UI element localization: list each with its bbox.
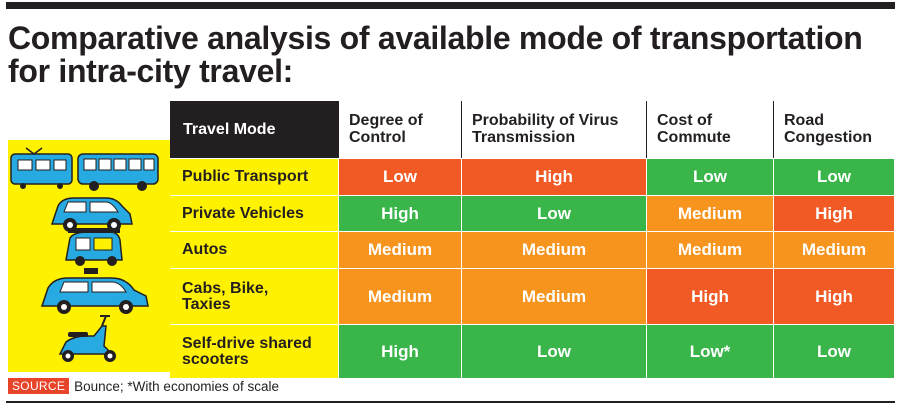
car-icon: [50, 197, 133, 232]
vehicle-illustration-panel: [8, 140, 171, 372]
table-row: Public Transport Low High Low Low: [170, 159, 894, 196]
vehicle-illustrations: [10, 147, 159, 362]
rating-cell: Medium: [461, 232, 646, 268]
travel-mode-cell: Cabs, Bike, Taxies: [170, 269, 338, 324]
mode-line: Self-drive shared: [182, 334, 312, 352]
bus-icon: [77, 153, 159, 191]
rating-cell: Medium: [773, 232, 894, 268]
travel-mode-cell: Public Transport: [170, 159, 338, 195]
header-degree-of-control: Degree of Control: [338, 101, 461, 158]
rating-cell: Low: [773, 325, 894, 378]
rating-cell: Medium: [461, 269, 646, 324]
header-line: Congestion: [784, 129, 872, 146]
table-header-row: Travel Mode Degree of Control Probabilit…: [170, 101, 894, 159]
header-line: Cost of: [657, 112, 713, 129]
header-line: Road: [784, 112, 824, 129]
header-line: Probability of Virus: [472, 112, 619, 129]
taxi-icon: [40, 268, 149, 314]
header-virus-transmission: Probability of Virus Transmission: [461, 101, 646, 158]
header-line: Transmission: [472, 129, 576, 146]
rating-cell: Medium: [338, 269, 461, 324]
auto-rickshaw-icon: [65, 228, 123, 266]
top-rule: [6, 2, 895, 9]
rating-cell: Low: [461, 196, 646, 231]
train-icon: [10, 147, 73, 189]
rating-cell: High: [773, 196, 894, 231]
source-note: SOURCE Bounce; *With economies of scale: [8, 377, 279, 395]
rating-cell: Medium: [338, 232, 461, 268]
mode-line: scooters: [182, 350, 249, 368]
table-row: Private Vehicles High Low Medium High: [170, 196, 894, 232]
page-title: Comparative analysis of available mode o…: [8, 22, 893, 88]
rating-cell: High: [461, 159, 646, 195]
travel-mode-cell: Private Vehicles: [170, 196, 338, 231]
header-line: Control: [349, 129, 406, 146]
table-row: Autos Medium Medium Medium Medium: [170, 232, 894, 269]
rating-cell: Low: [773, 159, 894, 195]
header-travel-mode: Travel Mode: [170, 101, 338, 158]
rating-cell: Medium: [646, 196, 773, 231]
travel-mode-cell: Autos: [170, 232, 338, 268]
header-line: Degree of: [349, 112, 423, 129]
rating-cell: Low: [338, 159, 461, 195]
travel-mode-cell: Self-drive shared scooters: [170, 325, 338, 378]
title-line-2: for intra-city travel:: [8, 53, 294, 89]
rating-cell: High: [338, 325, 461, 378]
table-row: Self-drive shared scooters High Low Low* …: [170, 325, 894, 379]
mode-line: Cabs, Bike,: [182, 279, 269, 297]
source-text: Bounce; *With economies of scale: [74, 378, 279, 394]
mode-line: Private Vehicles: [182, 204, 304, 222]
table-row: Cabs, Bike, Taxies Medium Medium High Hig…: [170, 269, 894, 325]
rating-cell: High: [773, 269, 894, 324]
source-badge: SOURCE: [8, 378, 70, 394]
header-line: Commute: [657, 129, 731, 146]
rating-cell: High: [646, 269, 773, 324]
rating-cell: Low: [646, 159, 773, 195]
mode-line: Autos: [182, 241, 228, 258]
rating-cell: Low: [461, 325, 646, 378]
mode-line: Taxies: [182, 295, 231, 313]
comparison-table: Travel Mode Degree of Control Probabilit…: [170, 101, 894, 379]
rating-cell: Medium: [646, 232, 773, 268]
mode-line: Public Transport: [182, 168, 309, 185]
rating-cell: High: [338, 196, 461, 231]
bottom-rule: [6, 401, 895, 403]
scooter-icon: [58, 315, 116, 362]
rating-cell: Low*: [646, 325, 773, 378]
header-road-congestion: Road Congestion: [773, 101, 894, 158]
header-cost-of-commute: Cost of Commute: [646, 101, 773, 158]
title-line-1: Comparative analysis of available mode o…: [8, 20, 863, 56]
